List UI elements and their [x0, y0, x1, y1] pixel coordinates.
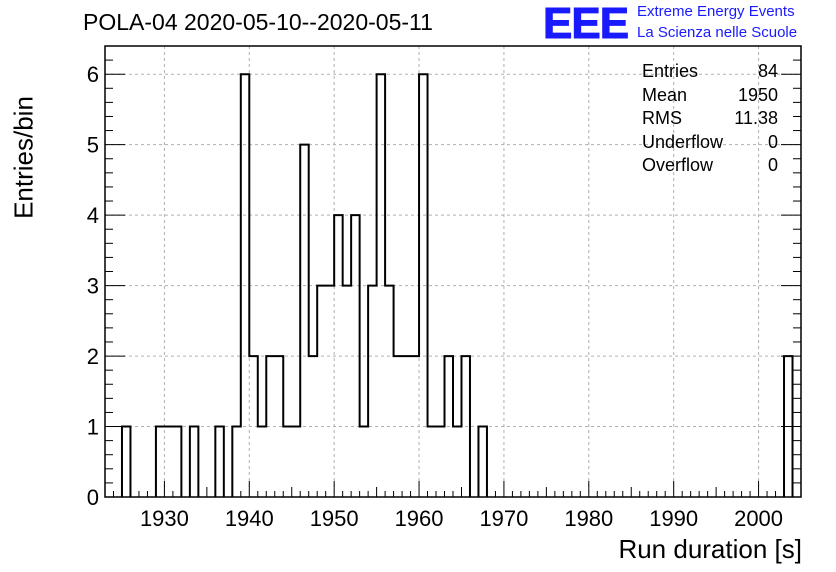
x-tick-label: 1940 [225, 506, 274, 531]
stats-row-underflow: Underflow 0 [642, 131, 778, 155]
x-tick-label: 1980 [564, 506, 613, 531]
y-tick-label: 4 [87, 203, 99, 228]
stats-row-rms: RMS 11.38 [642, 107, 778, 131]
y-tick-label: 5 [87, 133, 99, 158]
y-axis-label: Entries/bin [8, 96, 39, 219]
stats-row-mean: Mean 1950 [642, 84, 778, 108]
stats-value: 1950 [737, 84, 778, 105]
stats-value: 0 [767, 131, 778, 152]
stats-value: 84 [757, 61, 778, 81]
stats-row-entries: Entries 84 [642, 60, 778, 84]
x-tick-labels: 1930 1940 1950 1960 1970 1980 1990 2000 [140, 506, 783, 531]
x-tick-label: 2000 [734, 506, 783, 531]
y-tick-label: 0 [87, 485, 99, 510]
stats-label: Underflow [642, 131, 724, 152]
y-tick-labels: 0 1 2 3 4 5 6 [87, 62, 99, 510]
x-tick-label: 1930 [140, 506, 189, 531]
stats-label: Overflow [642, 155, 714, 176]
x-tick-label: 1950 [310, 506, 359, 531]
logo-line-2: La Scienza nelle Scuole [637, 24, 798, 41]
stats-label: RMS [642, 108, 682, 129]
stats-label: Mean [642, 84, 688, 105]
chart-title: POLA-04 2020-05-10--2020-05-11 [83, 9, 433, 35]
stats-label: Entries [642, 61, 699, 81]
stats-row-overflow: Overflow 0 [642, 154, 778, 178]
axis-ticks [104, 45, 802, 498]
stats-value: 11.38 [734, 108, 778, 129]
y-tick-label: 6 [87, 62, 99, 87]
eee-logo: EEE [542, 0, 629, 48]
stats-value: 0 [767, 155, 778, 176]
y-tick-label: 3 [87, 274, 99, 299]
x-tick-label: 1960 [395, 506, 444, 531]
y-tick-label: 2 [87, 344, 99, 369]
histogram-step-line [120, 73, 794, 497]
x-tick-label: 1970 [479, 506, 528, 531]
y-tick-label: 1 [87, 415, 99, 440]
x-axis-label: Run duration [s] [618, 534, 802, 564]
x-tick-label: 1990 [649, 506, 698, 531]
logo-line-1: Extreme Energy Events [637, 3, 795, 20]
stats-box: Entries 84 Mean 1950 RMS 11.38 Underflow… [642, 60, 778, 178]
